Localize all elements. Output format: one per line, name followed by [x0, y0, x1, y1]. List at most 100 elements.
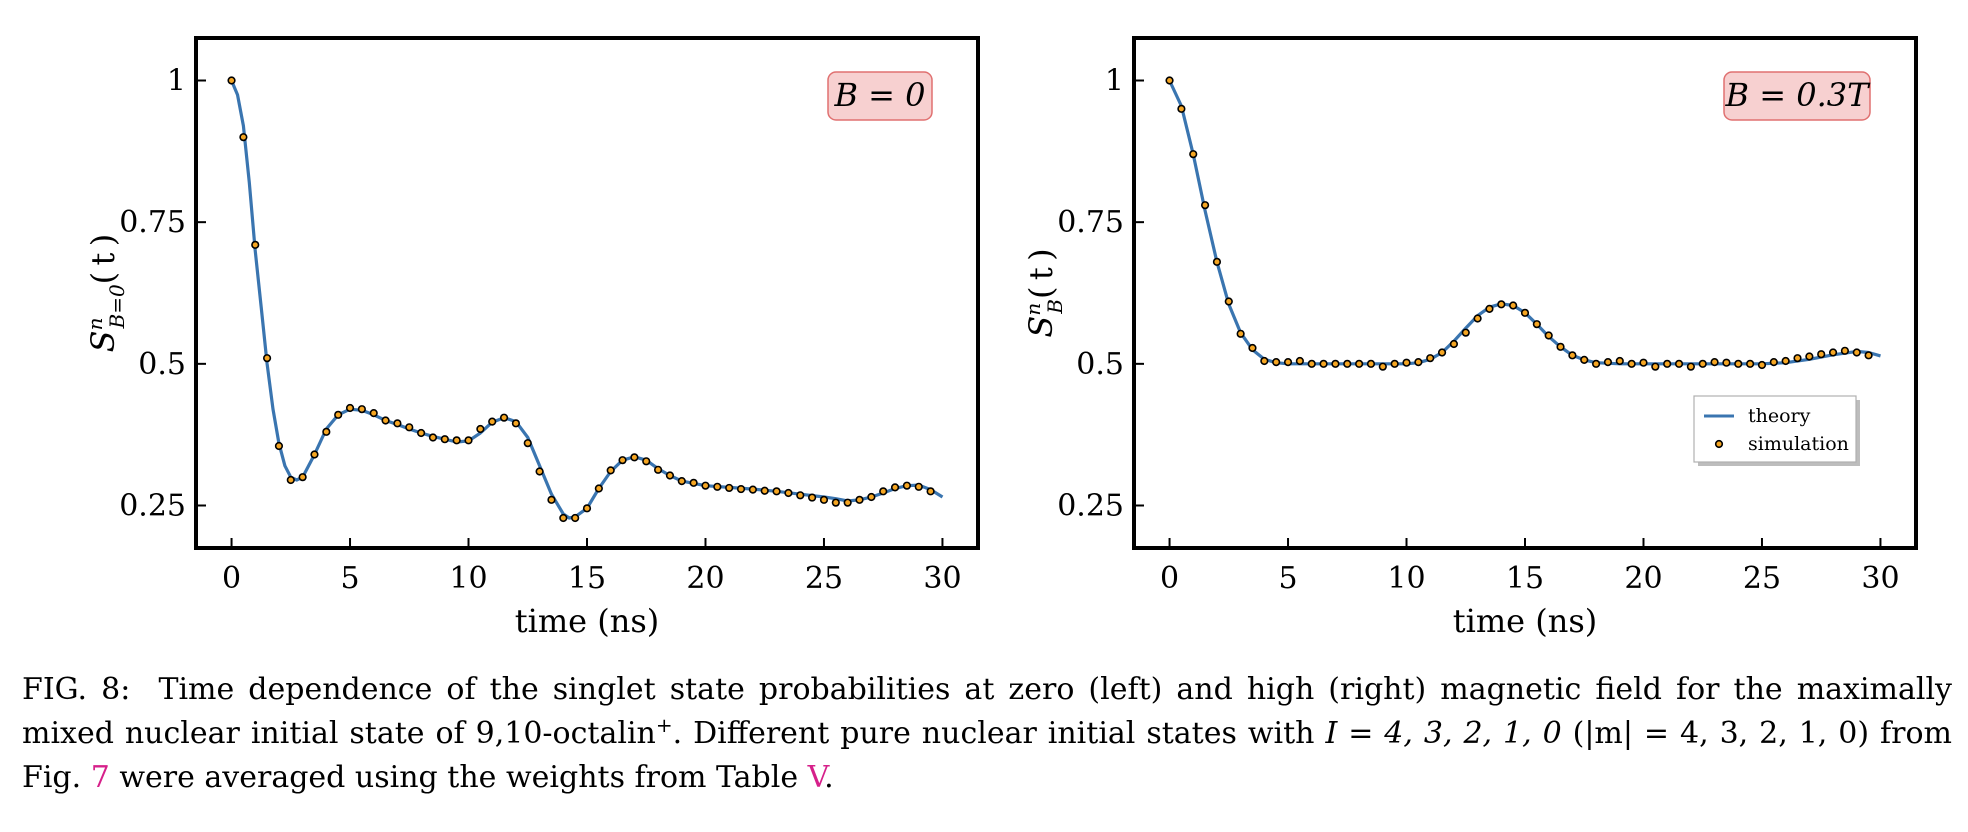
simulation-point	[1449, 339, 1459, 349]
simulation-point	[239, 133, 248, 142]
simulation-point	[1532, 320, 1541, 329]
simulation-point	[1165, 76, 1174, 85]
simulation-point	[1212, 257, 1222, 266]
simulation-point	[677, 477, 686, 486]
table-reference-link[interactable]: V	[807, 760, 825, 795]
simulation-point	[1686, 362, 1695, 371]
simulation-point	[618, 456, 627, 465]
simulation-point	[926, 487, 935, 496]
caption-math-1: I = 4, 3, 2, 1, 0	[1325, 716, 1562, 751]
caption-text-2: . Different pure nuclear initial states …	[672, 716, 1315, 751]
simulation-point	[867, 492, 876, 502]
simulation-point	[1674, 359, 1684, 368]
simulation-point	[310, 450, 319, 459]
simulation-point	[665, 471, 675, 480]
simulation-point	[1200, 201, 1210, 210]
simulation-point	[488, 417, 497, 426]
simulation-point	[1283, 358, 1293, 367]
simulation-point	[713, 482, 722, 491]
simulation-point	[1485, 304, 1494, 313]
chart-left: 0 5 10 15 20 25 30 0.25 0.5 0.75 1 time (ns) SnB=0( …	[83, 36, 980, 640]
simulation-point	[796, 491, 805, 500]
caption-text-5: .	[824, 760, 834, 795]
simulation-point	[1615, 356, 1624, 366]
legend-box	[1693, 395, 1857, 463]
simulation-point	[1437, 348, 1447, 357]
caption-math-2: (|m| = 4, 3, 2, 1, 0)	[1572, 716, 1870, 751]
caption-text-4: were averaged using the weights from Tab…	[119, 760, 799, 795]
simulation-point	[1402, 358, 1411, 367]
simulation-point	[440, 435, 449, 444]
x-tick-label: 15	[568, 561, 606, 596]
simulation-point	[1544, 331, 1553, 340]
simulation-point	[1852, 348, 1861, 357]
simulation-point	[606, 466, 615, 475]
simulation-point	[476, 424, 485, 434]
simulation-point	[1378, 362, 1387, 371]
legend-theory-label: theory	[1748, 405, 1811, 427]
y-tick-label: 0.25	[119, 489, 186, 524]
simulation-point	[1224, 297, 1233, 306]
simulation-point	[701, 481, 710, 490]
simulation-point	[1260, 356, 1269, 366]
simulation-point	[855, 495, 864, 504]
simulation-point	[1781, 356, 1790, 366]
simulation-point	[1627, 359, 1636, 368]
simulation-point	[227, 76, 236, 85]
simulation-point	[1509, 301, 1518, 310]
y-tick-label: 1	[1105, 64, 1124, 99]
field-annotation-box	[1723, 71, 1871, 121]
field-annotation-text: B = 0	[833, 76, 925, 114]
simulation-point	[499, 413, 509, 422]
y-tick-label: 0.5	[1076, 347, 1124, 382]
simulation-point	[1746, 359, 1755, 368]
simulation-point	[1307, 359, 1316, 368]
x-tick-label: 0	[222, 561, 241, 596]
simulation-point	[547, 495, 556, 504]
simulation-point	[1698, 359, 1707, 368]
simulation-point	[1414, 358, 1423, 367]
x-axis-label: time (ns)	[1453, 602, 1598, 640]
simulation-point	[1556, 342, 1565, 351]
simulation-point	[1663, 359, 1672, 368]
simulation-point	[1817, 350, 1826, 359]
simulation-point	[286, 475, 295, 485]
x-tick-label: 20	[1624, 561, 1662, 596]
simulation-point	[1840, 346, 1850, 355]
field-annotation-box	[827, 71, 933, 121]
series-theory-line	[230, 79, 944, 520]
legend-simulation-swatch	[1714, 439, 1724, 449]
series-theory-line	[1168, 79, 1881, 366]
simulation-point	[369, 409, 378, 418]
caption-text-3: from Fig.	[22, 716, 1952, 795]
simulation-point	[1473, 314, 1482, 323]
simulation-point	[653, 465, 663, 474]
simulation-point	[1580, 355, 1589, 364]
simulation-point	[1568, 351, 1577, 360]
caption-text-1: Time dependence of the singlet state pro…	[22, 672, 1953, 751]
simulation-point	[571, 513, 580, 523]
figure-reference-link[interactable]: 7	[90, 760, 110, 795]
simulation-point	[784, 488, 793, 498]
simulation-point	[1236, 329, 1245, 338]
simulation-point	[594, 484, 603, 493]
simulation-point	[428, 433, 438, 442]
simulation-point	[1319, 359, 1328, 368]
x-tick-label: 0	[1160, 561, 1179, 596]
simulation-point	[1864, 351, 1873, 360]
simulation-point	[464, 436, 473, 445]
field-annotation-text: B = 0.3T	[1725, 76, 1872, 114]
simulation-point	[1177, 104, 1186, 113]
y-tick-label: 0.25	[1057, 489, 1124, 524]
simulation-point	[582, 504, 592, 513]
legend-simulation-label: simulation	[1748, 433, 1849, 455]
x-tick-label: 20	[686, 561, 724, 596]
simulation-point	[902, 481, 912, 490]
y-axis-label: SnB=0( t )	[83, 234, 129, 353]
simulation-point	[819, 495, 829, 504]
x-tick-label: 25	[1743, 561, 1781, 596]
simulation-point	[1497, 300, 1506, 309]
simulation-point	[1828, 348, 1838, 357]
simulation-point	[1734, 359, 1743, 368]
simulation-point	[1769, 358, 1778, 367]
